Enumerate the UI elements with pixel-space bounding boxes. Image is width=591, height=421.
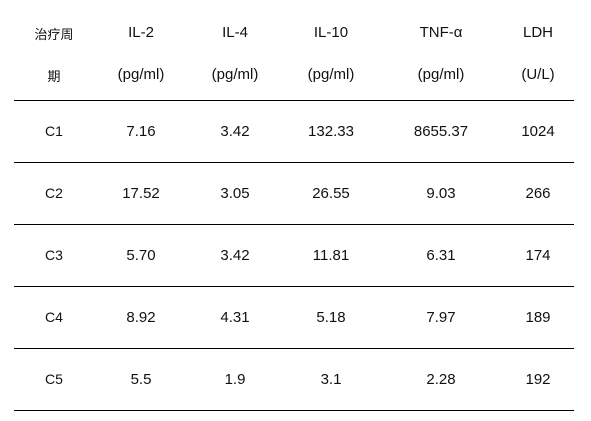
ldh-cell: 189	[502, 286, 574, 349]
tnf-alpha-cell: 9.03	[380, 162, 502, 225]
header-ldh: LDH	[522, 24, 553, 41]
il2-cell: 17.52	[94, 162, 188, 225]
il10-cell: 132.33	[282, 100, 380, 163]
il10-cell: 11.81	[282, 224, 380, 287]
header-tnf-alpha: TNF-α	[419, 24, 463, 41]
ldh-cell: 266	[502, 162, 574, 225]
header-il4-unit: (pg/ml)	[211, 66, 259, 83]
header-il2: IL-2	[128, 24, 154, 41]
table-row: C3 5.70 3.42 11.81 6.31 174	[14, 224, 574, 287]
header-treatment-cycle-cont: 期	[47, 69, 61, 84]
il10-cell: 26.55	[282, 162, 380, 225]
header-row-top: 治疗周 IL-2 IL-4 IL-10 TNF-α LDH	[14, 0, 574, 62]
table-row: C1 7.16 3.42 132.33 8655.37 1024	[14, 100, 574, 163]
tnf-alpha-cell: 8655.37	[380, 100, 502, 163]
cycle-cell: C5	[14, 348, 94, 411]
il4-cell: 1.9	[188, 348, 282, 411]
header-ldh-unit: (U/L)	[521, 66, 555, 83]
cytokine-table-container: 治疗周 IL-2 IL-4 IL-10 TNF-α LDH 期 (pg/ml) …	[14, 0, 574, 411]
tnf-alpha-cell: 6.31	[380, 224, 502, 287]
header-il4: IL-4	[222, 24, 248, 41]
tnf-alpha-cell: 2.28	[380, 348, 502, 411]
il2-cell: 5.5	[94, 348, 188, 411]
table-row: C5 5.5 1.9 3.1 2.28 192	[14, 348, 574, 411]
il2-cell: 7.16	[94, 100, 188, 163]
il2-cell: 5.70	[94, 224, 188, 287]
cycle-cell: C4	[14, 286, 94, 349]
cycle-cell: C2	[14, 162, 94, 225]
ldh-cell: 1024	[502, 100, 574, 163]
ldh-cell: 174	[502, 224, 574, 287]
table-body: C1 7.16 3.42 132.33 8655.37 1024 C2 17.5…	[14, 100, 574, 411]
ldh-cell: 192	[502, 348, 574, 411]
header-il10: IL-10	[313, 24, 349, 41]
il2-cell: 8.92	[94, 286, 188, 349]
header-treatment-cycle: 治疗周	[34, 27, 74, 42]
header-il2-unit: (pg/ml)	[117, 66, 165, 83]
cycle-cell: C3	[14, 224, 94, 287]
il4-cell: 3.42	[188, 224, 282, 287]
il10-cell: 3.1	[282, 348, 380, 411]
table-row: C4 8.92 4.31 5.18 7.97 189	[14, 286, 574, 349]
table-header: 治疗周 IL-2 IL-4 IL-10 TNF-α LDH 期 (pg/ml) …	[14, 0, 574, 100]
header-row-bottom: 期 (pg/ml) (pg/ml) (pg/ml) (pg/ml) (U/L)	[14, 62, 574, 100]
il4-cell: 4.31	[188, 286, 282, 349]
il4-cell: 3.42	[188, 100, 282, 163]
cytokine-table: 治疗周 IL-2 IL-4 IL-10 TNF-α LDH 期 (pg/ml) …	[14, 0, 574, 411]
il10-cell: 5.18	[282, 286, 380, 349]
header-tnf-alpha-unit: (pg/ml)	[417, 66, 465, 83]
table-row: C2 17.52 3.05 26.55 9.03 266	[14, 162, 574, 225]
header-il10-unit: (pg/ml)	[307, 66, 355, 83]
cycle-cell: C1	[14, 100, 94, 163]
il4-cell: 3.05	[188, 162, 282, 225]
tnf-alpha-cell: 7.97	[380, 286, 502, 349]
